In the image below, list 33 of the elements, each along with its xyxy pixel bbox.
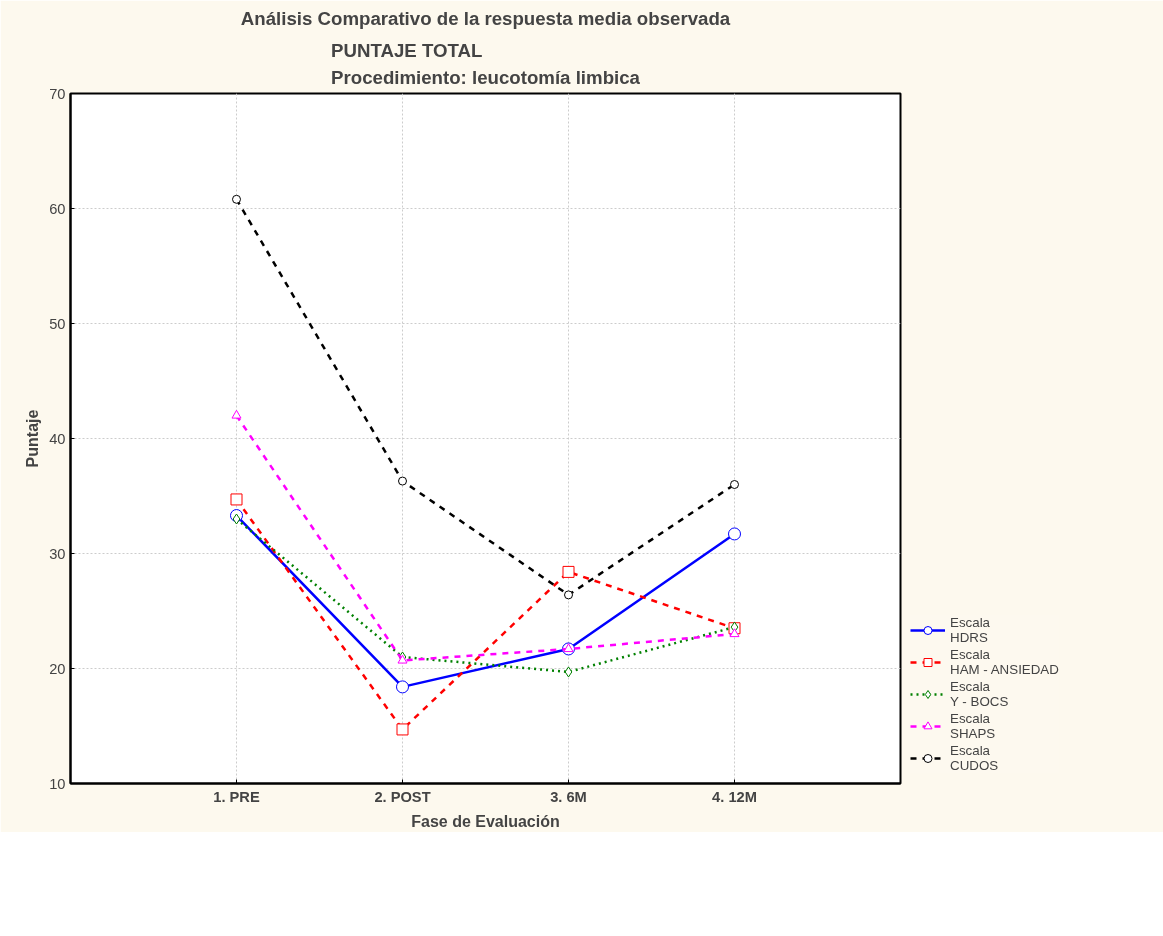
chart-title: Análisis Comparativo de la respuesta media observada [240, 7, 731, 29]
y-tick-label: 70 [49, 85, 66, 102]
y-tick-label: 40 [49, 430, 66, 447]
point [232, 513, 241, 525]
legend-label: Escala HDRS [950, 615, 991, 645]
y-tick-label: 10 [49, 775, 66, 792]
point [231, 409, 242, 419]
point [729, 628, 740, 638]
x-tick-label: 2. POST [374, 788, 431, 805]
point [562, 565, 575, 578]
legend-label: Escala HAM - ANSIEDAD [950, 647, 1059, 677]
point [728, 527, 741, 541]
x-tick-label: 3. 6M [550, 788, 587, 805]
point [232, 194, 241, 204]
legend-label: Escala SHAPS [950, 711, 996, 741]
point [564, 666, 573, 678]
point [396, 723, 409, 736]
point [230, 493, 243, 506]
y-tick-label: 20 [49, 660, 66, 677]
point [398, 476, 407, 486]
y-tick-label: 50 [49, 315, 66, 332]
point [396, 680, 409, 694]
point [564, 590, 573, 600]
legend-label: Escala CUDOS [950, 743, 999, 773]
chart-subtitle: PUNTAJE TOTAL Procedimiento: leucotomía limbica [331, 40, 641, 89]
y-tick-label: 60 [49, 200, 66, 217]
x-axis-title: Fase de Evaluación [411, 812, 560, 830]
x-tick-label: 1. PRE [213, 788, 260, 805]
y-axis-title: Puntaje [24, 409, 42, 468]
x-tick-label: 4. 12M [712, 788, 757, 805]
point [730, 480, 739, 489]
y-tick-label: 30 [49, 545, 66, 562]
legend-label: Escala Y - BOCS [950, 679, 1009, 709]
